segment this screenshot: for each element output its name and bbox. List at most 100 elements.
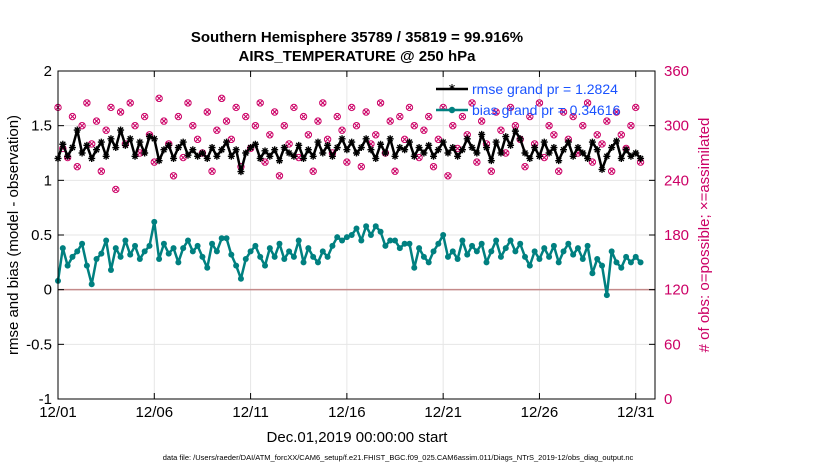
obs-assimilated-point bbox=[103, 127, 109, 133]
y-tick-label-left: 2 bbox=[44, 63, 52, 80]
rmse-point bbox=[324, 141, 332, 149]
bias-point bbox=[242, 256, 249, 263]
bias-point bbox=[517, 240, 524, 247]
obs-possible-point bbox=[314, 117, 322, 125]
bias-point bbox=[387, 237, 394, 244]
bias-point bbox=[218, 235, 225, 242]
obs-possible-point bbox=[444, 172, 452, 180]
bias-point bbox=[372, 223, 379, 230]
obs-assimilated-point bbox=[392, 168, 398, 174]
obs-possible-point bbox=[598, 140, 606, 148]
obs-assimilated-point bbox=[551, 132, 557, 138]
obs-assimilated-point bbox=[141, 113, 148, 120]
rmse-point bbox=[468, 144, 476, 152]
rmse-point bbox=[333, 144, 341, 152]
obs-assimilated-point bbox=[556, 168, 562, 174]
obs-possible-point bbox=[468, 99, 476, 107]
bias-point bbox=[608, 248, 615, 255]
bias-point bbox=[209, 240, 216, 247]
obs-assimilated-point bbox=[503, 150, 509, 156]
bias-point bbox=[579, 256, 586, 263]
obs-assimilated-point bbox=[156, 95, 162, 102]
rmse-point bbox=[473, 149, 481, 157]
bias-point bbox=[117, 253, 124, 260]
rmse-point bbox=[593, 146, 601, 154]
rmse-point bbox=[430, 152, 438, 160]
rmse-point bbox=[454, 152, 462, 160]
rmse-point bbox=[497, 149, 505, 157]
rmse-point bbox=[141, 149, 149, 157]
bias-point bbox=[59, 245, 66, 252]
x-tick-label: 12/11 bbox=[232, 404, 268, 421]
bias-point bbox=[194, 242, 201, 249]
bias-point bbox=[420, 253, 427, 260]
y-tick-label-right: 180 bbox=[664, 227, 689, 244]
obs-possible-point bbox=[174, 112, 183, 121]
x-tick-label: 12/16 bbox=[328, 404, 366, 421]
bias-point bbox=[444, 253, 451, 260]
rmse-point bbox=[136, 138, 144, 146]
obs-possible-point bbox=[603, 117, 611, 125]
obs-assimilated-point bbox=[373, 132, 379, 138]
obs-assimilated-point bbox=[507, 104, 514, 111]
bias-point bbox=[493, 237, 500, 244]
obs-assimilated-point bbox=[397, 113, 403, 120]
bias-point bbox=[69, 253, 76, 260]
bias-point bbox=[599, 262, 606, 269]
bias-point bbox=[502, 245, 509, 252]
obs-assimilated-point bbox=[228, 136, 235, 143]
rmse-point bbox=[521, 149, 529, 157]
obs-possible-point bbox=[242, 112, 250, 121]
bias-point bbox=[93, 256, 100, 263]
rmse-point bbox=[540, 138, 548, 146]
obs-assimilated-point bbox=[339, 127, 345, 133]
bias-point bbox=[570, 251, 577, 258]
obs-possible-point bbox=[579, 121, 587, 130]
obs-assimilated-point bbox=[411, 122, 417, 129]
rmse-point bbox=[622, 146, 630, 154]
bias-point bbox=[286, 248, 293, 255]
obs-possible-point bbox=[607, 167, 616, 175]
rmse-point bbox=[93, 146, 101, 154]
bias-point bbox=[228, 251, 235, 258]
obs-possible-point bbox=[131, 121, 139, 130]
obs-assimilated-point bbox=[435, 136, 442, 143]
obs-possible-point bbox=[304, 131, 313, 139]
bias-point bbox=[454, 256, 461, 263]
y-tick-label-right: 360 bbox=[664, 63, 689, 80]
obs-assimilated-point bbox=[445, 173, 451, 179]
rmse-point bbox=[415, 144, 423, 152]
obs-possible-point bbox=[391, 167, 399, 175]
obs-possible-point bbox=[78, 121, 86, 130]
y-tick-label-right: 240 bbox=[664, 172, 689, 189]
obs-assimilated-point bbox=[170, 173, 177, 179]
bias-point bbox=[237, 275, 244, 282]
bias-point bbox=[127, 251, 134, 258]
bias-point bbox=[459, 237, 466, 244]
bias-point bbox=[392, 237, 399, 244]
rmse-point bbox=[632, 149, 640, 157]
obs-possible-point bbox=[352, 121, 361, 130]
obs-possible-point bbox=[299, 112, 308, 121]
bias-point bbox=[497, 253, 504, 260]
bias-point bbox=[348, 232, 355, 238]
rmse-point bbox=[165, 141, 173, 149]
bias-point bbox=[560, 248, 567, 255]
rmse-point bbox=[160, 146, 168, 154]
bias-point bbox=[310, 253, 317, 260]
rmse-point bbox=[535, 152, 543, 160]
bias-point bbox=[526, 262, 533, 269]
rmse-point bbox=[213, 152, 221, 160]
bias-point bbox=[180, 245, 187, 252]
rmse-point bbox=[208, 144, 216, 152]
obs-assimilated-point bbox=[498, 127, 504, 133]
obs-possible-point bbox=[338, 126, 346, 134]
obs-possible-point bbox=[68, 112, 77, 121]
obs-assimilated-point bbox=[522, 163, 528, 170]
bias-point bbox=[416, 245, 423, 252]
bias-point bbox=[550, 242, 557, 249]
rmse-point bbox=[598, 165, 606, 173]
obs-assimilated-point bbox=[589, 159, 596, 165]
rmse-point bbox=[507, 141, 515, 149]
